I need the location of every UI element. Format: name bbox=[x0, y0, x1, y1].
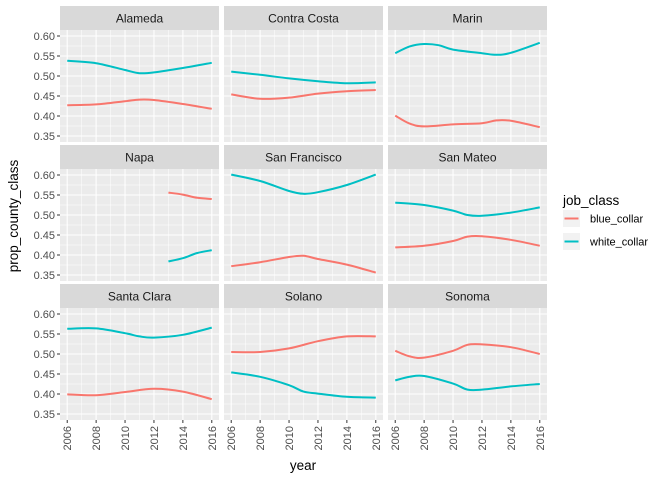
panel-contra-costa: Contra Costa bbox=[224, 6, 383, 142]
y-tick-label: 0.45 bbox=[34, 369, 55, 381]
x-tick-label: 2006 bbox=[62, 426, 74, 450]
series-line-blue-collar bbox=[168, 191, 212, 200]
x-tick-label: 2012 bbox=[477, 426, 489, 450]
y-tick-label: 0.40 bbox=[34, 250, 55, 262]
series-line-blue-collar bbox=[231, 89, 376, 100]
facet-strip bbox=[388, 145, 547, 169]
y-axis-ticks: 0.35 0.40 0.45 0.50 0.55 0.60 0.35 0.40 0.45 0.50… bbox=[34, 31, 60, 421]
facet-strip bbox=[224, 145, 383, 169]
series-line-blue-collar bbox=[231, 335, 376, 354]
y-tick-label: 0.50 bbox=[34, 210, 55, 222]
legend: job_class blue_collar white_collar bbox=[562, 193, 648, 250]
y-tick-label: 0.45 bbox=[34, 91, 55, 103]
x-tick-label: 2014 bbox=[178, 426, 190, 450]
x-tick-label: 2012 bbox=[149, 426, 161, 450]
x-tick-label: 2008 bbox=[419, 426, 431, 450]
facet-strip-label: Marin bbox=[452, 12, 482, 26]
facet-strip bbox=[224, 284, 383, 308]
panel-sonoma: Sonoma bbox=[388, 284, 547, 420]
x-tick-label: 2014 bbox=[342, 426, 354, 450]
panel-napa: Napa bbox=[60, 145, 219, 281]
panel-san-mateo: San Mateo bbox=[388, 145, 547, 281]
series-line-white-collar bbox=[231, 371, 376, 399]
y-tick-label: 0.35 bbox=[34, 270, 55, 282]
series-line-white-collar bbox=[231, 70, 376, 85]
x-tick-label: 2016 bbox=[535, 426, 547, 450]
facet-strip-label: Napa bbox=[125, 151, 154, 165]
y-axis-title: prop_county_class bbox=[6, 159, 21, 272]
x-tick-label: 2016 bbox=[207, 426, 219, 450]
panel-alameda: Alameda bbox=[60, 6, 219, 142]
legend-label-blue-collar: blue_collar bbox=[590, 214, 644, 226]
y-tick-label: 0.60 bbox=[34, 31, 55, 43]
facet-strip-label: Santa Clara bbox=[108, 290, 172, 304]
facet-strip bbox=[388, 6, 547, 30]
series-line-blue-collar bbox=[394, 114, 540, 129]
x-tick-label: 2012 bbox=[313, 426, 325, 450]
x-tick-label: 2010 bbox=[448, 426, 460, 450]
x-tick-label: 2016 bbox=[371, 426, 383, 450]
series-line-blue-collar bbox=[395, 234, 540, 249]
x-tick-label: 2010 bbox=[120, 426, 132, 450]
x-tick-label: 2014 bbox=[506, 426, 518, 450]
y-tick-label: 0.45 bbox=[34, 230, 55, 242]
facet-strip-label: Sonoma bbox=[445, 290, 490, 304]
panel-marin: Marin bbox=[388, 6, 547, 142]
series-line-white-collar bbox=[168, 249, 212, 263]
x-tick-label: 2010 bbox=[284, 426, 296, 450]
y-tick-label: 0.60 bbox=[34, 170, 55, 182]
series-line-blue-collar bbox=[67, 98, 212, 110]
x-tick-label: 2008 bbox=[255, 426, 267, 450]
series-line-white-collar bbox=[231, 173, 377, 195]
legend-title: job_class bbox=[562, 193, 620, 208]
y-tick-label: 0.60 bbox=[34, 309, 55, 321]
y-tick-label: 0.50 bbox=[34, 71, 55, 83]
facet-strip bbox=[224, 6, 383, 30]
facet-strip-label: San Francisco bbox=[265, 151, 342, 165]
series-line-blue-collar bbox=[67, 387, 213, 401]
legend-entries: blue_collar white_collar bbox=[563, 210, 648, 250]
series-line-blue-collar bbox=[394, 343, 540, 359]
facet-strip-label: Contra Costa bbox=[268, 12, 339, 26]
panel-san-francisco: San Francisco bbox=[224, 145, 383, 281]
series-line-white-collar bbox=[394, 41, 541, 56]
series-line-white-collar bbox=[67, 326, 213, 339]
facet-strip-label: Solano bbox=[285, 290, 323, 304]
series-line-white-collar bbox=[394, 374, 540, 392]
facet-strip bbox=[388, 284, 547, 308]
series-line-white-collar bbox=[67, 59, 212, 75]
series-line-white-collar bbox=[395, 201, 540, 217]
x-axis-ticks: 2006 2008 2010 2012 2014 2016 2006 2008 2010 2012… bbox=[62, 420, 547, 450]
y-tick-label: 0.50 bbox=[34, 349, 55, 361]
y-tick-label: 0.40 bbox=[34, 111, 55, 123]
facet-strip-label: Alameda bbox=[116, 12, 164, 26]
panel-solano: Solano bbox=[224, 284, 383, 420]
y-tick-label: 0.35 bbox=[34, 409, 55, 421]
legend-label-white-collar: white_collar bbox=[589, 237, 648, 249]
y-tick-label: 0.55 bbox=[34, 51, 55, 63]
facet-strip bbox=[60, 145, 219, 169]
x-tick-label: 2006 bbox=[390, 426, 402, 450]
panel-santa-clara: Santa Clara bbox=[60, 284, 219, 420]
facet-strip-label: San Mateo bbox=[438, 151, 496, 165]
y-tick-label: 0.55 bbox=[34, 190, 55, 202]
x-tick-label: 2008 bbox=[91, 426, 103, 450]
x-tick-label: 2006 bbox=[226, 426, 238, 450]
y-tick-label: 0.55 bbox=[34, 329, 55, 341]
facet-strip bbox=[60, 6, 219, 30]
series-line-blue-collar bbox=[231, 254, 377, 274]
y-tick-label: 0.35 bbox=[34, 131, 55, 143]
facet-panels: Alameda Contra Costa Marin Napa San Francisc… bbox=[60, 6, 547, 420]
y-tick-label: 0.40 bbox=[34, 389, 55, 401]
x-axis-title: year bbox=[290, 458, 317, 473]
facet-strip bbox=[60, 284, 219, 308]
